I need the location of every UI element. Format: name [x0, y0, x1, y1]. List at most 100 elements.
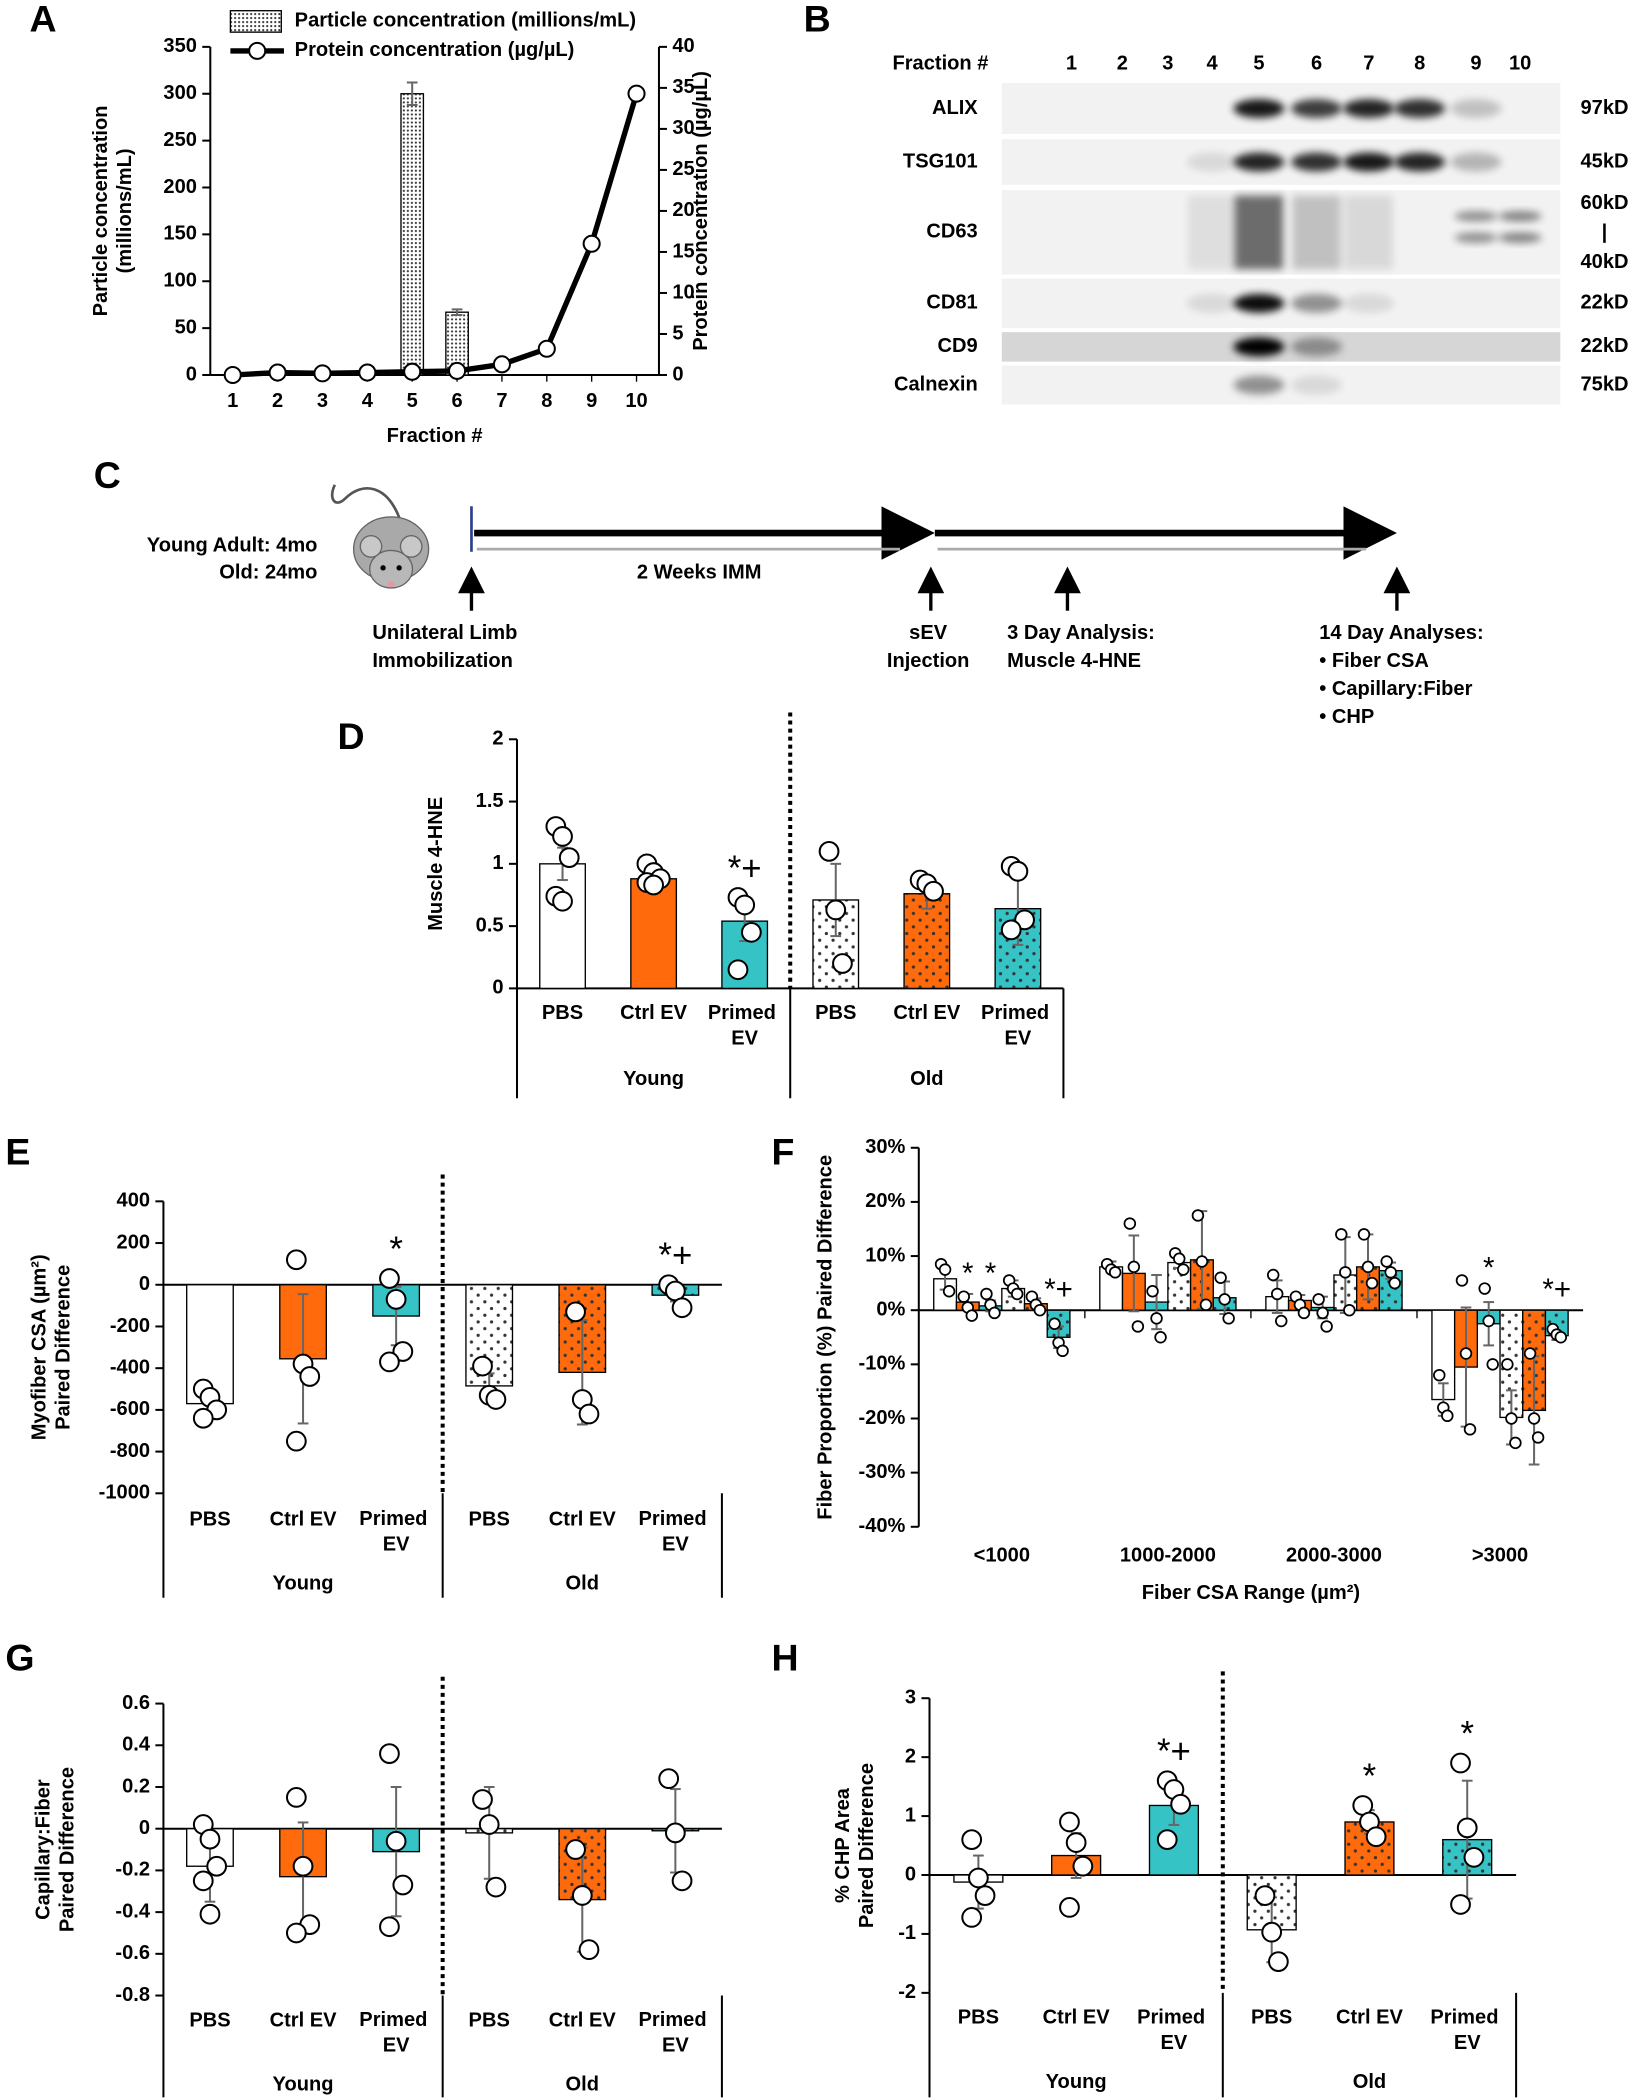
blot-band: [1450, 152, 1502, 172]
mouse-icon: [330, 484, 430, 589]
blot-row-label: Calnexin: [894, 373, 978, 395]
y-tick-label: -400: [110, 1356, 150, 1378]
event: Injection: [887, 650, 970, 672]
annotation: *: [1483, 1252, 1494, 1285]
x-tick-label: Ctrl EV: [893, 1002, 961, 1024]
y-tick-label: -200: [110, 1315, 150, 1337]
data-point: [1527, 1412, 1541, 1425]
period: 2 Weeks IMM: [637, 562, 762, 584]
data-point: [1335, 1228, 1348, 1241]
blot-band: [1291, 293, 1342, 313]
x-tick-label: 8: [541, 390, 552, 412]
line-point: [358, 363, 377, 382]
data-point: [385, 1830, 407, 1852]
y-tick-label: 0.4: [122, 1734, 151, 1756]
label-line: EV: [1161, 2032, 1188, 2054]
data-point: [1033, 1303, 1047, 1317]
line-point: [403, 362, 422, 381]
data-point: [1554, 1331, 1568, 1344]
data-point: [658, 1768, 680, 1790]
blot-band: [1233, 337, 1285, 357]
data-point: [664, 1822, 686, 1844]
data-point: [1312, 1293, 1325, 1306]
data-point: [1361, 1260, 1375, 1274]
annotation: *+: [1542, 1273, 1571, 1306]
line-point: [448, 361, 467, 380]
data-point: [392, 1341, 414, 1362]
group-label: Old: [566, 1573, 599, 1595]
x-tick-label: Ctrl EV: [1336, 2007, 1404, 2029]
data-point: [1059, 1897, 1080, 1918]
blot-size: |: [1602, 221, 1608, 243]
data-point: [552, 890, 573, 912]
axis-label: Muscle 4-HNE: [425, 797, 447, 931]
data-point: [472, 1355, 493, 1377]
data-point: [285, 1787, 307, 1808]
data-point: [1459, 1347, 1473, 1360]
y-tick-label: -10%: [859, 1353, 906, 1375]
x-tick-label: Primed EV: [981, 1002, 1055, 1049]
blot-band: [1292, 195, 1341, 270]
data-point: [1478, 1282, 1491, 1295]
x-tick-label: <1000: [974, 1545, 1030, 1567]
annotation: *: [1363, 1757, 1377, 1796]
data-point: [740, 921, 762, 943]
y-tick-label: 250: [163, 129, 197, 151]
data-point: [1450, 1894, 1471, 1915]
data-point: [1531, 1431, 1545, 1444]
x-tick-label: PBS: [542, 1002, 583, 1024]
data-point: [1173, 1252, 1186, 1265]
label-line: Primed: [1137, 2007, 1211, 2029]
line: [232, 92, 640, 378]
x-tick-label: 2: [272, 390, 283, 412]
y-tick-label: -2: [898, 1981, 916, 2003]
x-tick-label: 3: [317, 390, 328, 412]
data-point: [1365, 1276, 1379, 1290]
y-tick-label: 0: [186, 363, 197, 385]
annotation: *+: [1044, 1273, 1073, 1306]
data-point: [299, 1366, 321, 1387]
data-point: [1343, 1303, 1356, 1317]
data-point: [571, 1885, 593, 1906]
y-tick-label: -0.6: [115, 1942, 150, 1964]
x-tick-label: Primed EV: [359, 1508, 433, 1555]
data-point: [1007, 860, 1029, 882]
data-point: [1433, 1368, 1446, 1382]
data-point: [832, 953, 853, 974]
y-tick-label: 30%: [865, 1136, 905, 1158]
annotation: *+: [1157, 1732, 1191, 1771]
blot-band: [1343, 99, 1395, 118]
lane-label: 1: [1066, 53, 1077, 75]
y-tick-label: 1: [492, 852, 503, 874]
x-tick-label: PBS: [189, 2009, 230, 2031]
group-label: Old: [910, 1068, 943, 1090]
label-line: Primed: [639, 1508, 713, 1530]
x-tick-label: PBS: [815, 1002, 856, 1024]
x-tick-label: PBS: [189, 1508, 230, 1530]
blot-band: [1394, 99, 1446, 118]
data-point: [1482, 1314, 1495, 1328]
data-point: [1191, 1209, 1205, 1222]
y-tick-label: -800: [110, 1440, 150, 1462]
y-tick-label: -30%: [859, 1461, 906, 1483]
blot-band: [1233, 152, 1285, 172]
lane-label: 6: [1311, 53, 1322, 75]
panel-label: H: [771, 1637, 798, 1679]
label-line: Primed: [359, 2009, 433, 2031]
blot-band: [1233, 99, 1285, 118]
x-tick-label: Primed EV: [1137, 2007, 1211, 2054]
axis-label: Particle concentration: [90, 105, 112, 316]
lane-label: 7: [1363, 53, 1374, 75]
bar: [400, 93, 425, 376]
annotation: *: [1460, 1714, 1474, 1753]
label-line: EV: [662, 1534, 689, 1556]
data-point: [961, 1829, 983, 1851]
line-point: [627, 84, 646, 103]
data-point: [1463, 1423, 1477, 1436]
panel-label: E: [5, 1130, 30, 1172]
y-tick-label: 5: [672, 322, 683, 344]
data-point: [285, 1922, 307, 1944]
data-point: [671, 1870, 693, 1892]
data-point: [980, 1287, 993, 1301]
